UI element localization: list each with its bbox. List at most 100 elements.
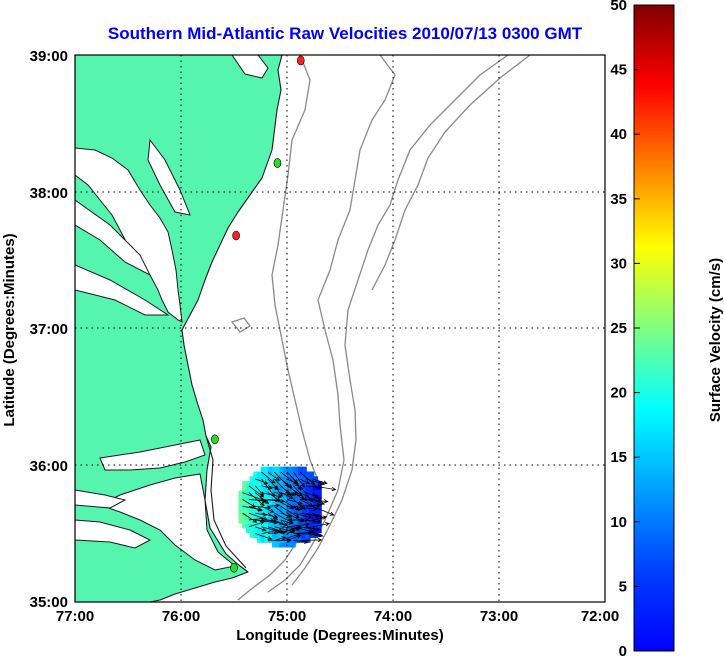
- velocity-arrow: [280, 505, 300, 519]
- velocity-arrow: [305, 526, 321, 532]
- velocity-arrow: [274, 499, 295, 509]
- colorbar-label: Surface Velocity (cm/s): [707, 258, 724, 422]
- pamlico-river: [75, 489, 127, 509]
- bathymetry-island: [230, 317, 251, 333]
- chesapeake-tributary: [75, 199, 152, 277]
- velocity-arrow: [261, 505, 275, 513]
- y-axis-label: Latitude (Degrees:Minutes): [1, 233, 18, 426]
- velocity-arrow: [312, 522, 331, 528]
- velocity-arrow: [267, 512, 279, 520]
- x-tick-label: 77:00: [56, 608, 94, 625]
- y-tick-label: 39:00: [30, 48, 68, 65]
- velocity-arrow: [255, 533, 273, 541]
- x-tick-label: 74:00: [374, 608, 412, 625]
- velocity-arrow: [267, 478, 279, 490]
- velocity-arrow: [273, 485, 284, 497]
- velocity-arrow: [312, 533, 324, 538]
- colorbar-tick-label: 40: [610, 126, 627, 143]
- radar-station-marker: [230, 563, 238, 573]
- velocity-cell: [312, 519, 322, 529]
- velocity-arrow: [267, 526, 284, 533]
- velocity-arrow: [299, 485, 313, 503]
- x-tick-label: 72:00: [581, 608, 619, 625]
- map-plot-area: [75, 55, 605, 602]
- bathymetry-contour-deep: [291, 55, 509, 586]
- velocity-arrow: [280, 499, 300, 511]
- velocity-arrow: [299, 471, 316, 486]
- velocity-arrow: [286, 534, 302, 541]
- chesapeake-upper-arm: [147, 138, 191, 216]
- velocity-arrow: [242, 512, 258, 523]
- velocity-arrow: [274, 519, 285, 526]
- y-tick-label: 35:00: [30, 594, 68, 611]
- plot-frame: [74, 54, 606, 603]
- velocity-arrow: [254, 485, 265, 497]
- velocity-arrow: [248, 505, 263, 512]
- colorbar-tick-label: 25: [610, 320, 627, 337]
- velocity-arrow: [293, 485, 308, 502]
- velocity-arrow: [299, 499, 314, 507]
- velocity-arrow: [306, 519, 318, 524]
- velocity-cell: [312, 524, 322, 534]
- velocity-arrow: [273, 471, 290, 488]
- velocity-arrow: [312, 505, 335, 516]
- colorbar-tick-label: 0: [619, 643, 627, 659]
- y-tick-label: 37:00: [30, 321, 68, 338]
- velocity-cell: [301, 533, 311, 543]
- velocity-arrow: [274, 526, 296, 534]
- velocity-arrow: [299, 478, 311, 485]
- velocity-cell: [312, 485, 322, 495]
- colorbar-tick-label: 15: [610, 449, 627, 466]
- y-tick-label: 38:00: [30, 185, 68, 202]
- velocity-arrow: [267, 503, 281, 508]
- chart-title: Southern Mid-Atlantic Raw Velocities 201…: [108, 24, 583, 43]
- radar-station-marker: [273, 158, 282, 168]
- albemarle-sound: [99, 439, 206, 471]
- velocity-arrow: [261, 471, 276, 484]
- velocity-arrow: [293, 471, 306, 488]
- velocity-cell: [312, 481, 322, 491]
- radar-stations: [211, 55, 305, 573]
- radar-station-marker: [211, 434, 219, 445]
- colorbar-tick-label: 45: [610, 62, 627, 79]
- velocity-arrow: [312, 512, 323, 520]
- outer-banks: [205, 435, 247, 569]
- velocity-arrow: [280, 471, 300, 487]
- x-tick-label: 73:00: [480, 608, 518, 625]
- velocity-arrow: [299, 537, 323, 543]
- velocity-arrow: [248, 492, 265, 507]
- velocity-arrow: [312, 492, 322, 503]
- velocity-arrow: [267, 519, 289, 527]
- velocity-arrow: [286, 471, 299, 484]
- y-tick-label: 36:00: [30, 458, 68, 475]
- chesapeake-tributary-lower: [75, 264, 170, 316]
- velocity-arrow: [286, 522, 311, 528]
- colorbar-tick-label: 5: [619, 578, 627, 595]
- delaware-bay: [231, 55, 269, 79]
- velocity-arrow: [293, 512, 313, 520]
- velocity-arrow: [273, 478, 292, 497]
- velocity-arrow: [254, 492, 270, 505]
- colorbar-tick-label: 20: [610, 385, 627, 402]
- velocity-arrow: [293, 539, 309, 544]
- velocity-arrow: [274, 512, 294, 524]
- velocity-arrow: [267, 471, 281, 482]
- bathymetry-contour-deep2: [371, 55, 531, 291]
- velocity-arrow: [293, 499, 307, 510]
- velocity-arrow: [248, 521, 265, 528]
- x-tick-label: 75:00: [268, 608, 306, 625]
- bathymetry-contour-shelf: [237, 55, 319, 601]
- velocity-arrow: [255, 526, 267, 532]
- velocity-arrow: [312, 478, 328, 485]
- velocity-cell: [286, 538, 296, 548]
- velocity-arrow: [293, 526, 315, 534]
- velocity-cell: [312, 490, 322, 500]
- grid-lines: [75, 55, 605, 602]
- neuse-river: [75, 519, 152, 549]
- colorbar-tick-label: 10: [610, 514, 627, 531]
- velocity-arrow: [242, 499, 256, 508]
- velocity-arrow: [293, 530, 312, 535]
- radar-station-marker: [232, 230, 240, 241]
